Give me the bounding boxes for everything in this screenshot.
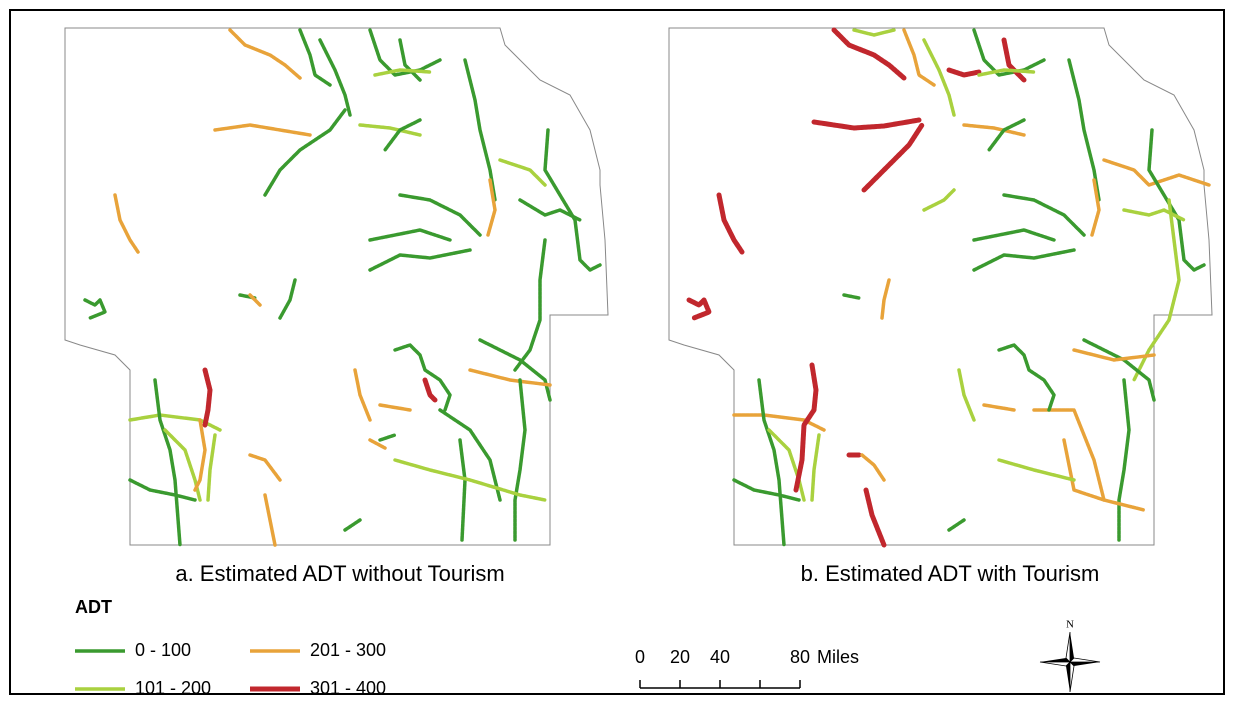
legend: 0 - 100 201 - 300 101 - 200 301 - 400 [75,640,386,698]
legend-label: 0 - 100 [135,640,191,660]
map-b [668,27,1213,548]
caption-a: a. Estimated ADT without Tourism [175,561,504,586]
legend-label: 301 - 400 [310,678,386,698]
legend-label: 201 - 300 [310,640,386,660]
caption-b: b. Estimated ADT with Tourism [801,561,1100,586]
scale-unit: Miles [817,647,859,667]
north-label: N [1066,619,1074,631]
scale-label: 40 [710,647,730,667]
north-arrow: N [1039,619,1101,693]
roads [686,27,1211,548]
scale-label: 20 [670,647,690,667]
map-a [64,27,609,547]
scale-label: 80 [790,647,810,667]
roads [83,28,602,547]
legend-label: 101 - 200 [135,678,211,698]
legend-title: ADT [75,597,112,617]
scale-label: 0 [635,647,645,667]
scale-bar: 0 20 40 80 Miles [635,647,859,689]
